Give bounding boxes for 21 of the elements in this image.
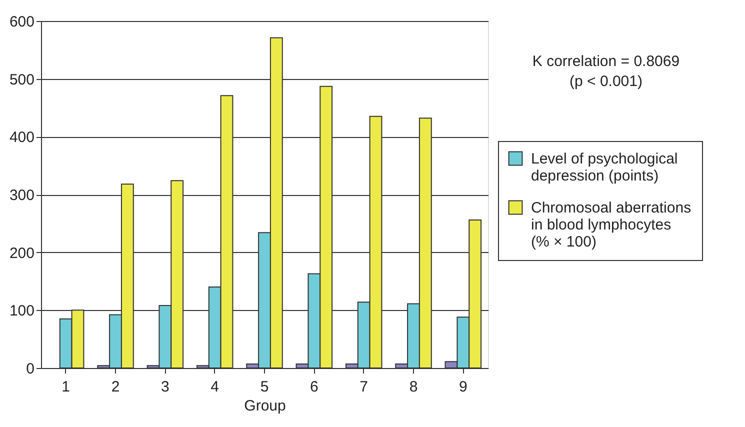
y-tick-label: 500 <box>9 71 34 88</box>
x-tick-label: 2 <box>111 378 120 396</box>
y-tick-label: 600 <box>9 14 34 30</box>
y-tick-label: 100 <box>9 302 34 320</box>
y-tick-label: 400 <box>9 129 34 146</box>
y-tick-label: 300 <box>9 187 34 204</box>
x-tick-label: 8 <box>409 378 418 396</box>
y-tick-label: 200 <box>9 244 34 262</box>
legend-label: Chromosoal aberrations in blood lymphocytes (% × 100) <box>531 200 692 250</box>
text: K correlation = 0.8069 <box>532 53 680 70</box>
x-tick-label: 5 <box>260 378 269 396</box>
x-tick-label: 6 <box>310 378 318 396</box>
x-axis-title: Group <box>244 398 286 414</box>
legend-label: Level of psychological depression (points) <box>531 150 678 184</box>
y-tick-label: 0 <box>26 360 34 378</box>
x-tick-label: 3 <box>160 378 170 396</box>
x-tick-label: 7 <box>360 378 368 396</box>
text: (p < 0.001) <box>570 73 642 90</box>
x-tick-label: 4 <box>210 378 220 396</box>
x-tick-label: 9 <box>458 378 468 396</box>
x-tick-label: 1 <box>62 378 70 396</box>
